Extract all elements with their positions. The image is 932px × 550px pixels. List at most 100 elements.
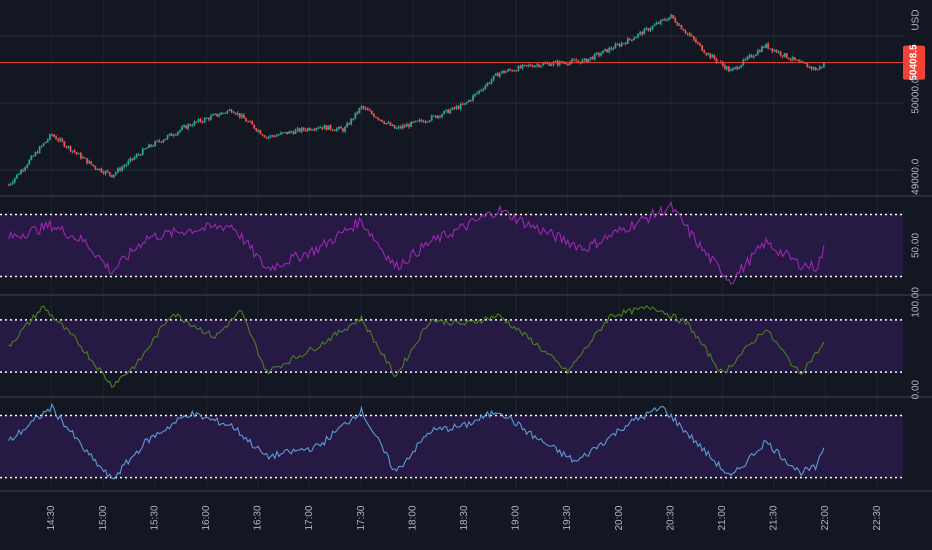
candle-body[interactable] — [401, 125, 404, 129]
candle-body[interactable] — [271, 135, 274, 137]
candle-body[interactable] — [610, 47, 613, 50]
candle-body[interactable] — [166, 135, 169, 139]
candle-body[interactable] — [282, 132, 285, 134]
candle-body[interactable] — [55, 136, 57, 140]
candle-body[interactable] — [740, 64, 743, 68]
candle-body[interactable] — [560, 61, 563, 63]
candle-body[interactable] — [814, 67, 817, 71]
candle-body[interactable] — [509, 69, 512, 71]
candle-body[interactable] — [703, 50, 706, 54]
candle-body[interactable] — [523, 64, 526, 66]
candle-body[interactable] — [437, 115, 439, 118]
candle-body[interactable] — [406, 124, 408, 127]
candle-body[interactable] — [181, 126, 183, 131]
candle-body[interactable] — [761, 46, 763, 52]
candle-body[interactable] — [38, 146, 41, 154]
candle-body[interactable] — [624, 43, 627, 45]
candle-body[interactable] — [686, 33, 689, 35]
candle-body[interactable] — [548, 63, 551, 66]
candle-body[interactable] — [453, 107, 456, 109]
candle-body[interactable] — [232, 112, 235, 114]
candle-body[interactable] — [787, 58, 790, 60]
candle-body[interactable] — [571, 59, 573, 63]
candle-body[interactable] — [73, 150, 76, 153]
candle-body[interactable] — [633, 38, 635, 41]
candle-body[interactable] — [209, 115, 212, 120]
indicator-1-line[interactable] — [8, 200, 825, 285]
candle-body[interactable] — [290, 131, 293, 133]
candle-body[interactable] — [370, 111, 373, 114]
candle-body[interactable] — [205, 118, 208, 120]
candle-body[interactable] — [529, 65, 532, 67]
candle-body[interactable] — [428, 120, 431, 122]
candle-body[interactable] — [201, 121, 204, 123]
candle-body[interactable] — [352, 118, 355, 120]
candle-body[interactable] — [513, 70, 516, 72]
candle-body[interactable] — [15, 174, 18, 179]
candle-body[interactable] — [492, 75, 495, 80]
candle-body[interactable] — [810, 66, 813, 69]
candle-body[interactable] — [676, 22, 679, 26]
candle-body[interactable] — [59, 138, 62, 141]
candle-body[interactable] — [500, 71, 503, 73]
candle-body[interactable] — [430, 115, 433, 121]
candle-body[interactable] — [218, 114, 221, 117]
candle-body[interactable] — [569, 62, 571, 65]
candle-body[interactable] — [383, 121, 386, 124]
candle-body[interactable] — [699, 43, 701, 46]
candle-body[interactable] — [649, 28, 652, 31]
candle-body[interactable] — [158, 140, 161, 142]
candle-body[interactable] — [46, 139, 49, 142]
candle-body[interactable] — [104, 171, 107, 174]
candle-body[interactable] — [108, 172, 111, 175]
candle-body[interactable] — [189, 124, 192, 126]
candle-body[interactable] — [300, 127, 303, 132]
candle-body[interactable] — [657, 22, 660, 24]
candle-body[interactable] — [612, 48, 615, 50]
candle-body[interactable] — [705, 53, 708, 55]
candle-body[interactable] — [358, 108, 361, 113]
candle-body[interactable] — [659, 19, 662, 24]
price-pane[interactable]: 50408.5 — [0, 13, 925, 186]
candle-body[interactable] — [503, 71, 505, 73]
candle-body[interactable] — [148, 144, 150, 148]
candle-body[interactable] — [110, 174, 113, 178]
candle-body[interactable] — [284, 132, 287, 134]
candle-body[interactable] — [575, 60, 578, 62]
candle-body[interactable] — [573, 59, 576, 61]
candle-body[interactable] — [348, 123, 351, 125]
candle-body[interactable] — [331, 129, 334, 131]
candle-body[interactable] — [327, 125, 330, 130]
candle-body[interactable] — [577, 61, 580, 63]
candle-body[interactable] — [315, 128, 318, 130]
candle-body[interactable] — [48, 134, 51, 140]
candle-body[interactable] — [344, 127, 346, 132]
candle-body[interactable] — [263, 135, 266, 138]
candle-body[interactable] — [585, 58, 588, 63]
candle-body[interactable] — [692, 36, 695, 40]
candle-body[interactable] — [335, 128, 338, 131]
candle-body[interactable] — [364, 108, 367, 110]
candle-body[interactable] — [131, 158, 134, 160]
candle-body[interactable] — [79, 153, 82, 159]
candle-body[interactable] — [265, 137, 268, 139]
candle-body[interactable] — [618, 44, 621, 47]
candle-body[interactable] — [517, 66, 520, 72]
candle-body[interactable] — [356, 112, 359, 114]
candle-body[interactable] — [42, 143, 45, 146]
candle-body[interactable] — [758, 50, 761, 52]
candle-body[interactable] — [422, 121, 425, 123]
candle-body[interactable] — [86, 158, 88, 164]
last-price-tag[interactable] — [903, 45, 925, 80]
candle-body[interactable] — [695, 39, 697, 43]
candle-body[interactable] — [441, 114, 443, 117]
candle-body[interactable] — [117, 168, 119, 173]
candle-body[interactable] — [220, 112, 223, 115]
candle-body[interactable] — [377, 117, 379, 120]
candle-body[interactable] — [461, 104, 464, 106]
candle-body[interactable] — [554, 61, 557, 63]
candle-body[interactable] — [750, 55, 753, 58]
candle-body[interactable] — [420, 119, 423, 122]
candle-body[interactable] — [67, 146, 70, 148]
candle-body[interactable] — [416, 120, 419, 122]
